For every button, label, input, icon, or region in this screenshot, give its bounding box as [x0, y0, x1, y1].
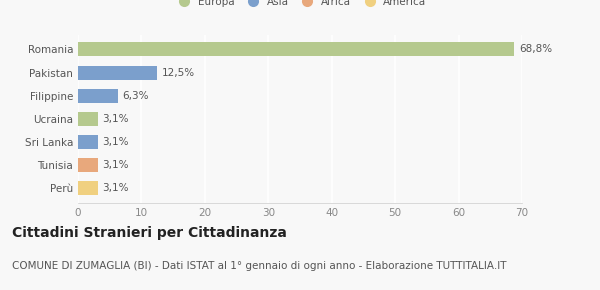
Text: 3,1%: 3,1%: [102, 183, 128, 193]
Text: 3,1%: 3,1%: [102, 137, 128, 147]
Text: 3,1%: 3,1%: [102, 160, 128, 170]
Text: 6,3%: 6,3%: [122, 91, 149, 101]
Legend: Europa, Asia, Africa, America: Europa, Asia, Africa, America: [170, 0, 430, 11]
Text: 3,1%: 3,1%: [102, 114, 128, 124]
Text: Cittadini Stranieri per Cittadinanza: Cittadini Stranieri per Cittadinanza: [12, 226, 287, 240]
Bar: [78, 42, 514, 56]
Text: COMUNE DI ZUMAGLIA (BI) - Dati ISTAT al 1° gennaio di ogni anno - Elaborazione T: COMUNE DI ZUMAGLIA (BI) - Dati ISTAT al …: [12, 261, 506, 271]
Bar: [78, 135, 98, 149]
Bar: [78, 66, 157, 79]
Bar: [78, 89, 118, 103]
Text: 12,5%: 12,5%: [162, 68, 195, 77]
Text: 68,8%: 68,8%: [519, 44, 552, 55]
Bar: [78, 158, 98, 172]
Bar: [78, 182, 98, 195]
Bar: [78, 112, 98, 126]
